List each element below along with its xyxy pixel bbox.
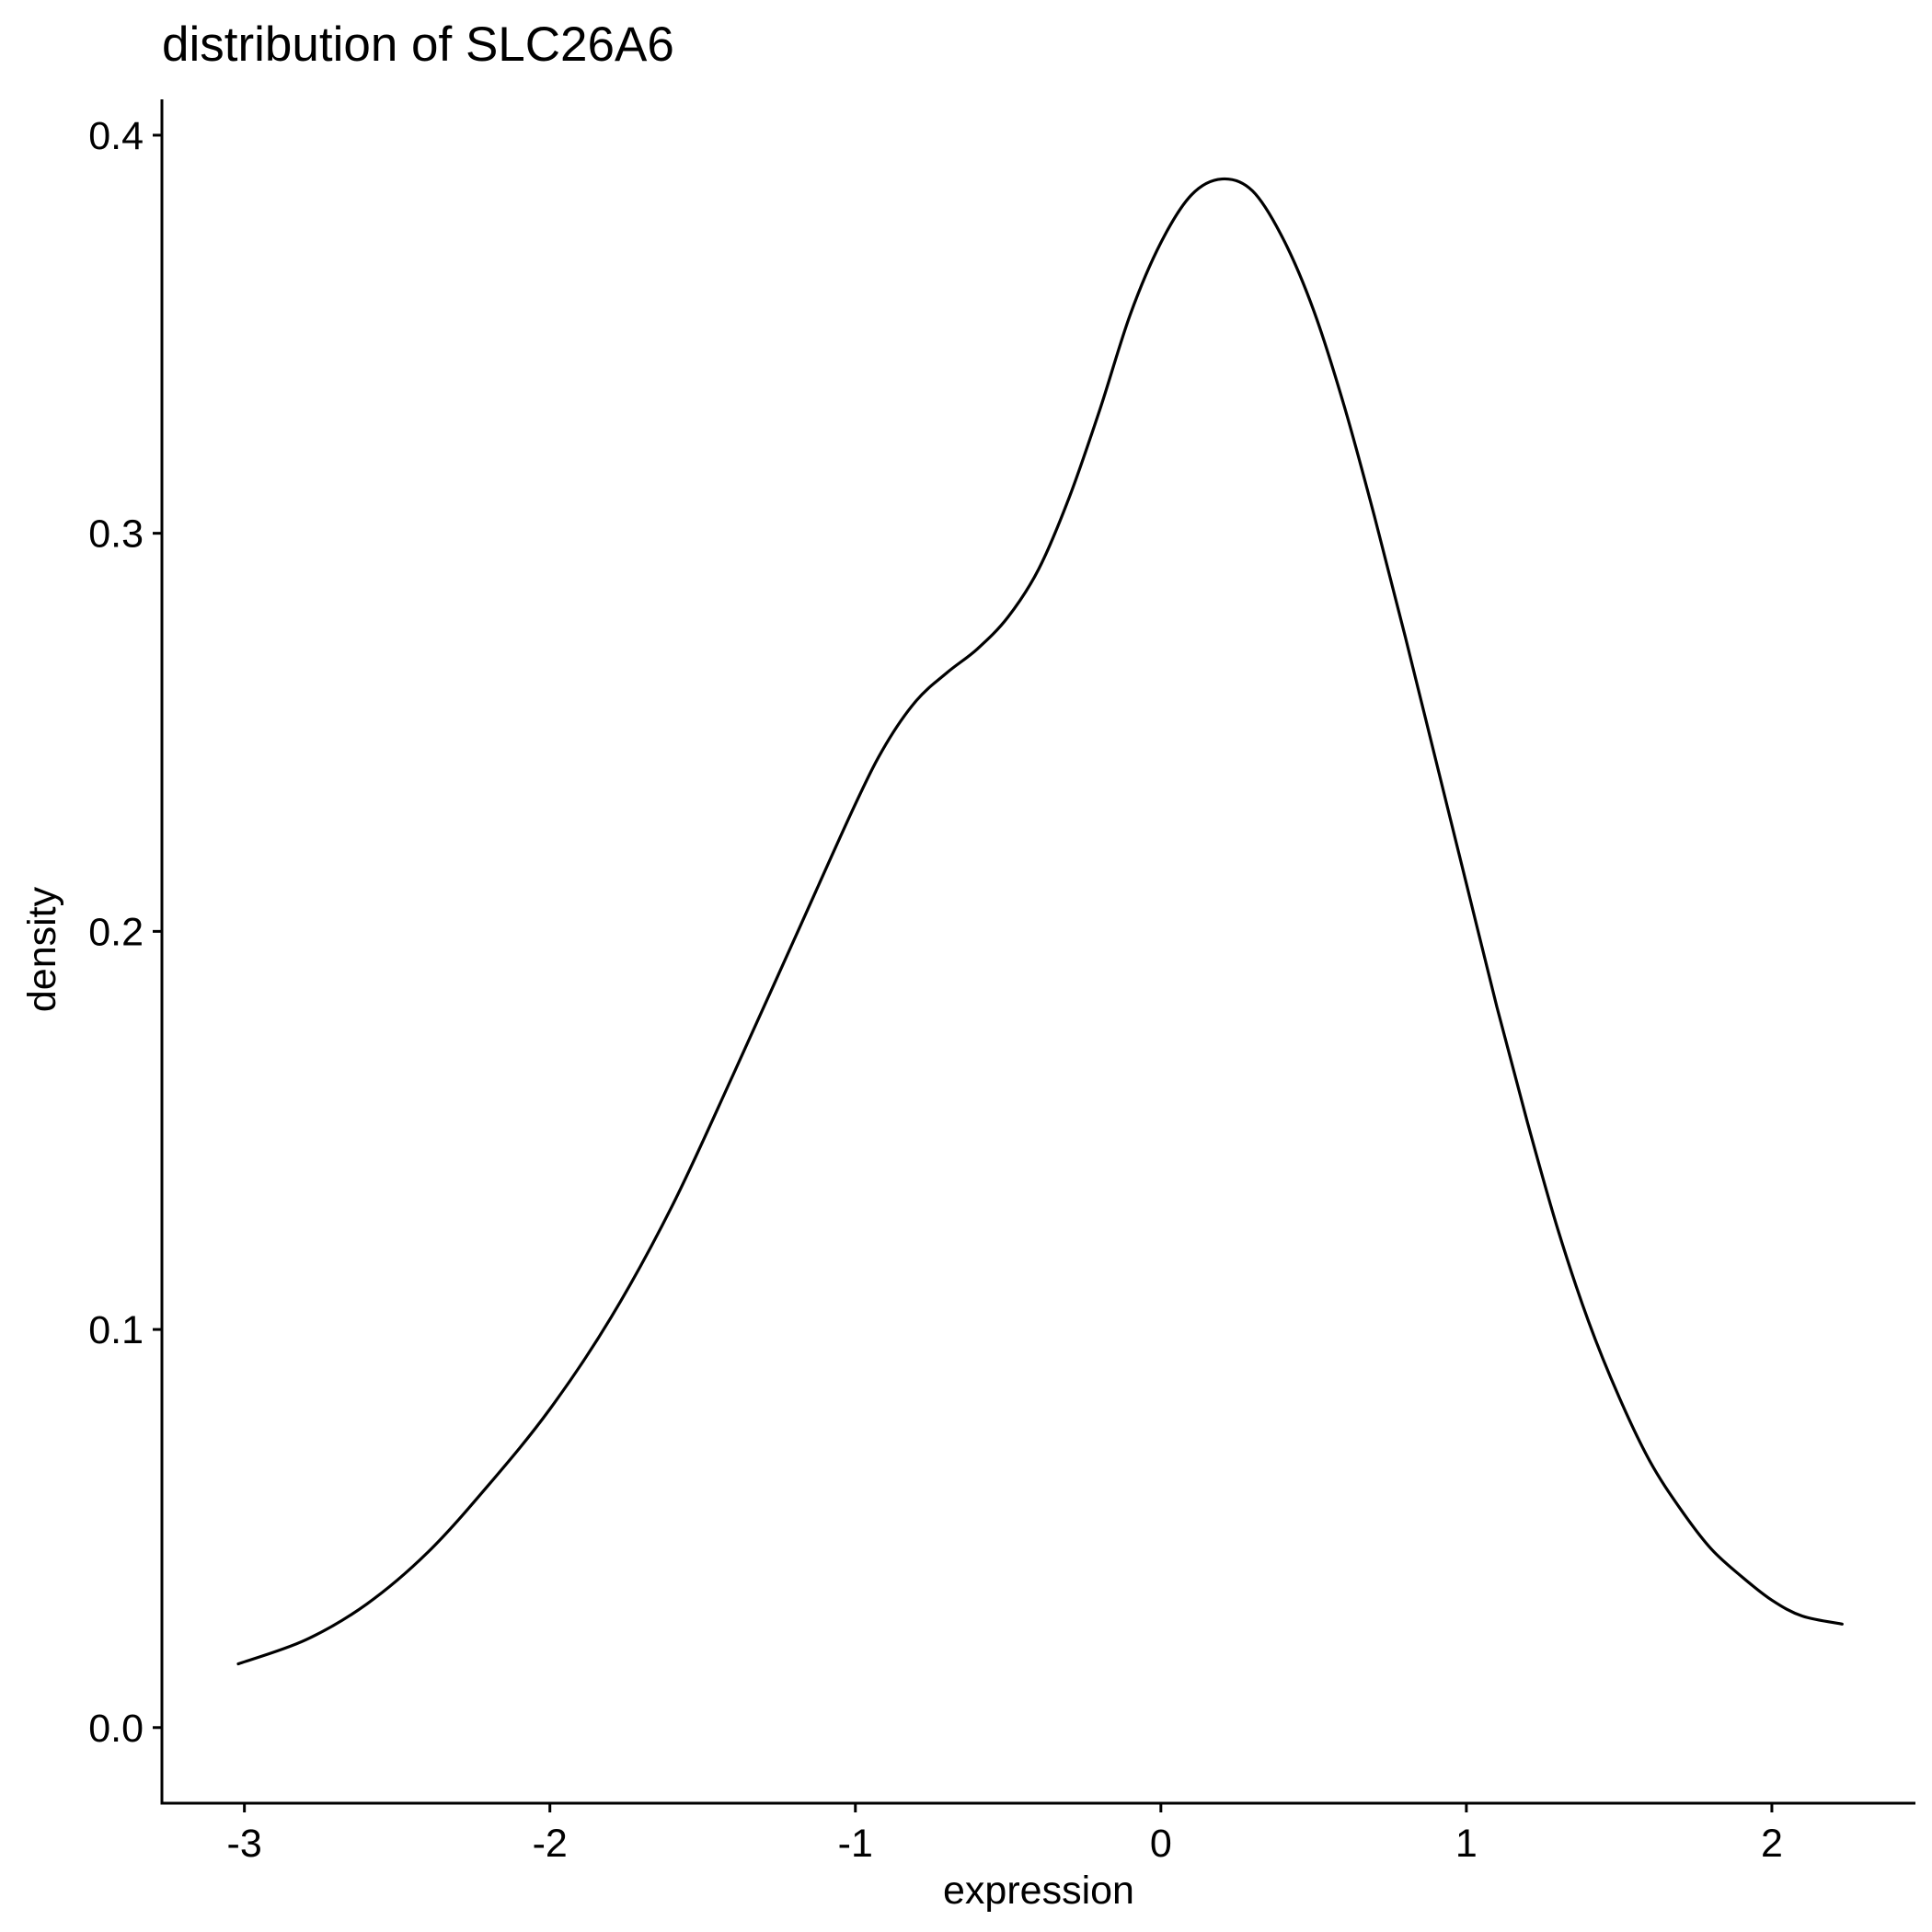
y-tick-label: 0.4 <box>88 114 144 158</box>
density-line <box>236 177 1844 1666</box>
y-tick-label: 0.3 <box>88 512 144 557</box>
y-tick-label: 0.2 <box>88 910 144 954</box>
y-ticks: 0.0 0.1 0.2 0.3 0.4 <box>88 114 162 1751</box>
x-tick-label: 1 <box>1455 1822 1478 1866</box>
x-axis-title: expression <box>943 1869 1134 1913</box>
y-tick-label: 0.1 <box>88 1308 144 1352</box>
x-ticks: -3 -2 -1 0 1 2 <box>227 1803 1783 1866</box>
x-tick-label: -3 <box>227 1822 262 1866</box>
y-axis: 0.0 0.1 0.2 0.3 0.4 <box>88 99 164 1803</box>
chart-title: distribution of SLC26A6 <box>162 17 674 72</box>
x-tick-label: 2 <box>1761 1822 1783 1866</box>
x-tick-label: -2 <box>533 1822 568 1866</box>
x-tick-label: 0 <box>1150 1822 1172 1866</box>
y-axis-title: density <box>20 886 64 1012</box>
y-tick-label: 0.0 <box>88 1707 144 1751</box>
x-axis: -3 -2 -1 0 1 2 <box>160 1801 1915 1866</box>
x-tick-label: -1 <box>838 1822 873 1866</box>
